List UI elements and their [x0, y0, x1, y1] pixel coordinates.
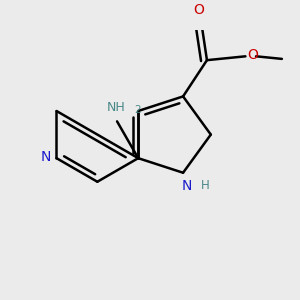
- Text: NH: NH: [106, 101, 125, 114]
- Text: O: O: [247, 48, 258, 62]
- Text: H: H: [201, 178, 209, 192]
- Text: N: N: [40, 150, 51, 164]
- Text: N: N: [182, 178, 192, 193]
- Text: O: O: [194, 3, 204, 17]
- Text: 2: 2: [135, 106, 141, 116]
